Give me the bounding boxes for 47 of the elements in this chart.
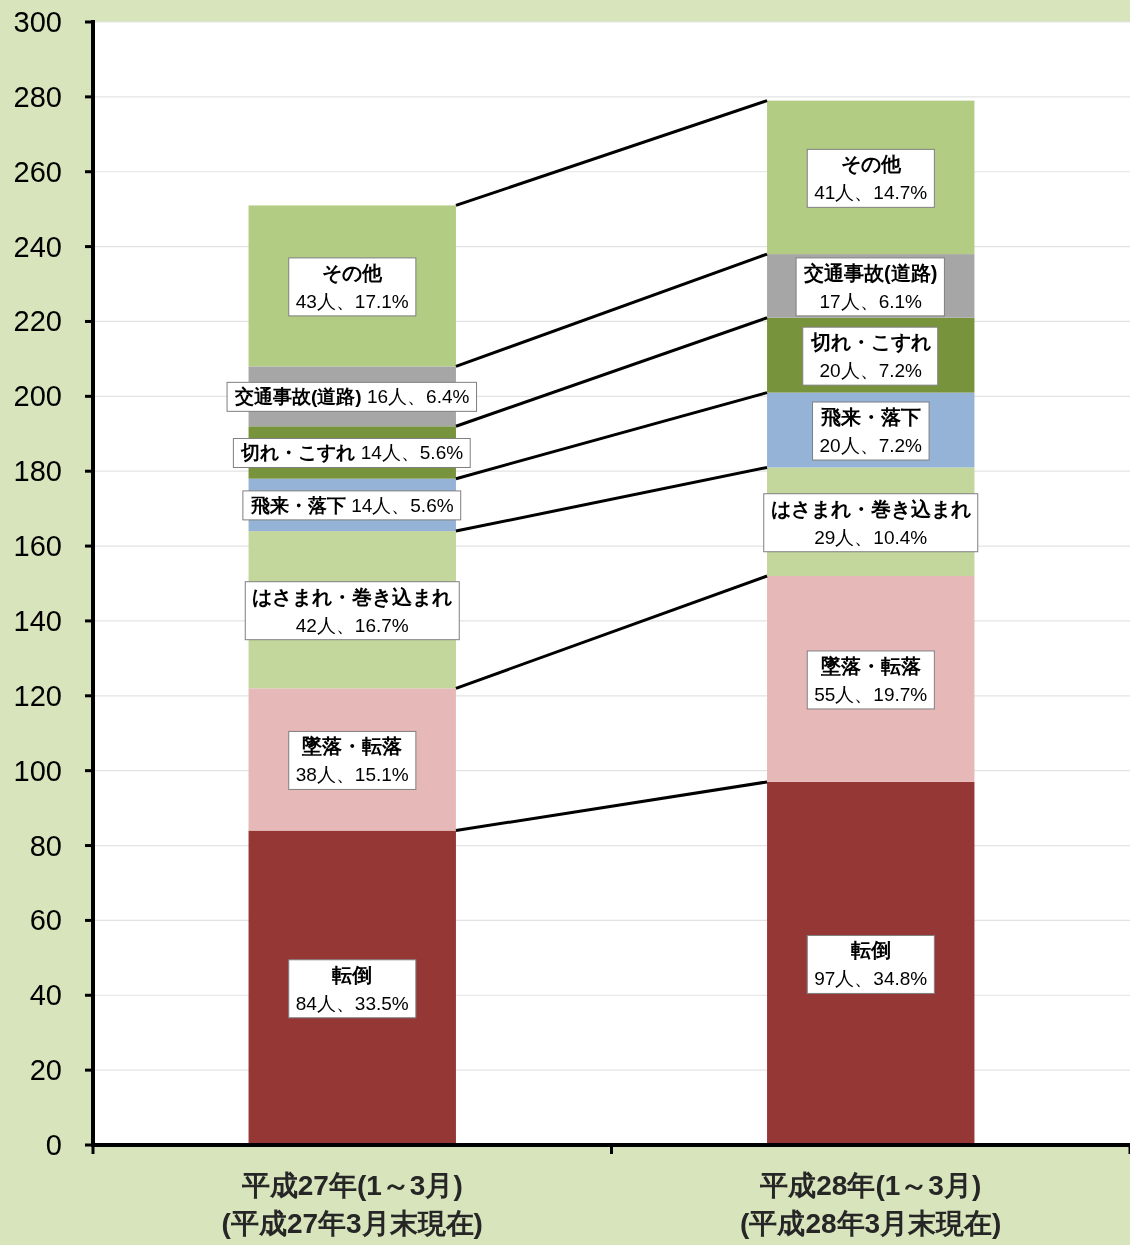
- series-label: 切れ・こすれ: [240, 442, 361, 464]
- y-tick-label: 300: [13, 6, 62, 38]
- y-tick-label: 0: [45, 1129, 62, 1161]
- y-tick-label: 120: [13, 679, 62, 712]
- text: 交通事故(道路): [235, 386, 362, 408]
- y-tick-label: 20: [29, 1054, 62, 1087]
- series-label: 交通事故(道路): [803, 261, 938, 284]
- series-label: 墜落・転落: [301, 735, 403, 758]
- y-tick-label: 160: [13, 530, 62, 563]
- data-label: 14人、5.6%: [351, 494, 454, 516]
- text: 飛来・落下: [820, 406, 921, 429]
- text: 墜落・転落: [820, 654, 921, 677]
- data-label: 38人、15.1%: [295, 764, 409, 786]
- data-label: 84人、33.5%: [295, 992, 409, 1014]
- series-label: その他: [840, 153, 902, 176]
- y-tick-label: 60: [29, 904, 62, 937]
- series-label: はさまれ・巻き込まれ: [252, 585, 453, 608]
- y-tick-label: 280: [13, 80, 62, 113]
- text: その他: [322, 261, 383, 284]
- data-label: 20人、7.2%: [819, 435, 923, 457]
- bar: [767, 781, 975, 1145]
- data-label: 17人、6.1%: [819, 290, 923, 312]
- y-tick-label: 180: [13, 455, 62, 488]
- data-label: 20人、7.2%: [819, 360, 923, 382]
- data-label: 16人、6.4%: [366, 386, 470, 408]
- text: 切れ・こすれ: [810, 331, 931, 354]
- y-tick-label: 80: [29, 829, 62, 862]
- series-label: 転倒: [332, 963, 373, 986]
- y-tick-label: 220: [13, 305, 62, 338]
- y-tick-label: 140: [13, 604, 62, 637]
- y-tick-label: 200: [13, 380, 62, 413]
- data-label: 14人、5.6%: [360, 442, 464, 464]
- data-label: 43人、17.1%: [295, 290, 409, 312]
- data-label: 29人、10.4%: [814, 526, 928, 548]
- text: はさまれ・巻き込まれ: [770, 497, 971, 520]
- series-label: 飛来・落下: [249, 494, 352, 516]
- data-label: 55人、19.7%: [814, 683, 928, 705]
- data-label: 41人、14.7%: [814, 182, 928, 204]
- x-tick-label: 平成28年(1～3月) (平成28年3月末現在): [740, 1170, 1002, 1239]
- y-tick-label: 240: [13, 230, 62, 263]
- y-tick-label: 260: [13, 155, 62, 188]
- data-label: 42人、16.7%: [295, 614, 409, 636]
- y-tick-label: 40: [29, 979, 62, 1012]
- x-tick-label: 平成27年(1～3月) (平成27年3月末現在): [221, 1170, 483, 1239]
- y-tick-label: 100: [13, 754, 62, 787]
- data-label: 97人、34.8%: [814, 968, 928, 990]
- text: 転倒: [850, 939, 891, 962]
